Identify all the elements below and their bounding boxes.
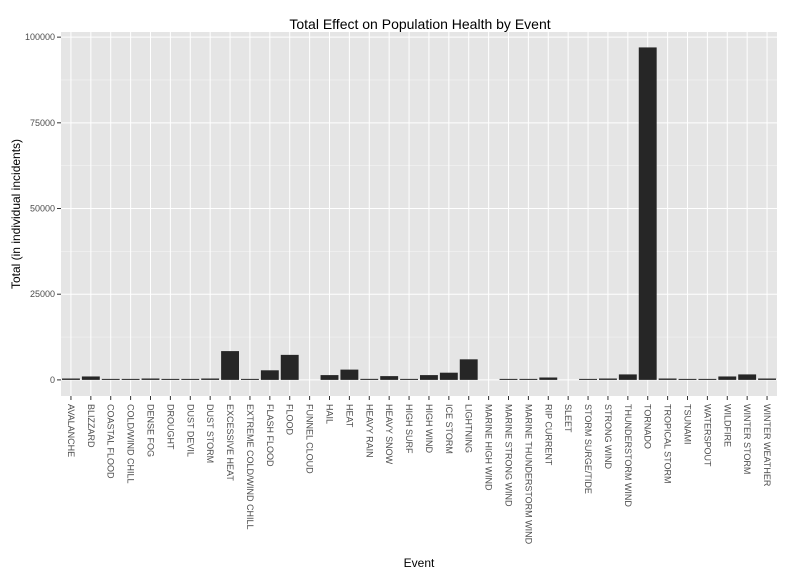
- x-tick-label: WATERSPOUT: [702, 404, 712, 467]
- bar: [221, 351, 240, 380]
- x-tick-label: STORM SURGE/TIDE: [583, 404, 593, 494]
- y-tick-label: 100000: [25, 32, 55, 42]
- bar: [161, 378, 180, 380]
- y-tick-label: 25000: [30, 289, 55, 299]
- x-tick-label: TORNADO: [643, 404, 653, 449]
- x-tick-label: COASTAL FLOOD: [106, 404, 116, 479]
- y-axis-title: Total (in individual incidents): [9, 139, 23, 289]
- bar: [519, 378, 538, 380]
- x-tick-label: RIP CURRENT: [543, 404, 553, 466]
- x-tick-label: TROPICAL STORM: [663, 404, 673, 484]
- x-tick-label: MARINE STRONG WIND: [504, 404, 514, 507]
- minor-gridlines: [61, 79, 777, 338]
- bar: [638, 47, 657, 380]
- x-tick-label: MARINE THUNDERSTORM WIND: [523, 404, 533, 545]
- x-tick-label: WINTER WEATHER: [762, 404, 772, 487]
- bar: [81, 376, 100, 380]
- x-tick-label: DENSE FOG: [146, 404, 156, 457]
- bar: [61, 378, 80, 380]
- chart-title: Total Effect on Population Health by Eve…: [289, 16, 550, 32]
- bar: [579, 378, 598, 380]
- y-axis-ticks: 0 25000 50000 75000 100000: [25, 32, 61, 385]
- x-tick-label: BLIZZARD: [86, 404, 96, 448]
- bar: [240, 378, 259, 380]
- x-tick-label: HEAT: [344, 404, 354, 428]
- x-tick-label: THUNDERSTORM WIND: [623, 404, 633, 507]
- x-tick-label: LIGHTNING: [464, 404, 474, 453]
- bar: [738, 374, 757, 380]
- x-tick-label: ICE STORM: [444, 404, 454, 454]
- bar: [280, 354, 299, 380]
- x-tick-label: DUST STORM: [205, 404, 215, 463]
- x-tick-label: EXTREME COLD/WIND CHILL: [245, 404, 255, 530]
- bars: [61, 47, 777, 380]
- x-tick-label: HEAVY SNOW: [384, 404, 394, 465]
- x-tick-label: HAIL: [325, 404, 335, 424]
- y-tick-label: 0: [50, 375, 55, 385]
- bar: [380, 376, 399, 380]
- x-tick-label: FLOOD: [285, 404, 295, 436]
- x-tick-label: WINTER STORM: [742, 404, 752, 474]
- x-tick-label: WILDFIRE: [722, 404, 732, 447]
- x-tick-label: HIGH SURF: [404, 404, 414, 454]
- bar: [360, 378, 379, 380]
- x-tick-label: DROUGHT: [165, 404, 175, 450]
- x-tick-label: STRONG WIND: [603, 404, 613, 469]
- bar: [499, 378, 518, 380]
- bar: [698, 378, 717, 380]
- bar: [201, 378, 220, 380]
- x-tick-label: FLASH FLOOD: [265, 404, 275, 467]
- bar: [260, 370, 279, 380]
- bar: [439, 372, 458, 380]
- bar: [598, 378, 617, 380]
- x-tick-label: FUNNEL CLOUD: [305, 404, 315, 474]
- x-axis-ticks: AVALANCHE BLIZZARD COASTAL FLOOD COLD/WIND …: [66, 396, 772, 545]
- y-tick-label: 75000: [30, 118, 55, 128]
- bar: [618, 374, 637, 380]
- bar: [340, 369, 359, 380]
- bar: [101, 378, 120, 380]
- x-tick-label: HIGH WIND: [424, 404, 434, 453]
- x-tick-label: AVALANCHE: [66, 404, 76, 457]
- bar: [539, 377, 558, 380]
- bar: [678, 378, 697, 380]
- bar: [320, 375, 339, 380]
- x-tick-label: MARINE HIGH WIND: [484, 404, 494, 491]
- y-tick-label: 50000: [30, 204, 55, 214]
- bar: [658, 378, 677, 380]
- bar: [181, 378, 200, 380]
- x-tick-label: DUST DEVIL: [185, 404, 195, 457]
- bar: [121, 378, 140, 380]
- bar: [718, 376, 737, 380]
- bar: [419, 375, 438, 380]
- x-tick-label: HEAVY RAIN: [364, 404, 374, 458]
- x-axis-title: Event: [404, 556, 435, 570]
- x-tick-label: COLD/WIND CHILL: [126, 404, 136, 484]
- x-tick-label: TSUNAMI: [683, 404, 693, 445]
- bar: [400, 378, 419, 380]
- bar: [141, 378, 160, 380]
- x-tick-label: SLEET: [563, 404, 573, 433]
- x-tick-label: EXCESSIVE HEAT: [225, 404, 235, 481]
- bar: [459, 359, 478, 380]
- bar: [758, 378, 777, 380]
- plot-panel: [61, 32, 777, 396]
